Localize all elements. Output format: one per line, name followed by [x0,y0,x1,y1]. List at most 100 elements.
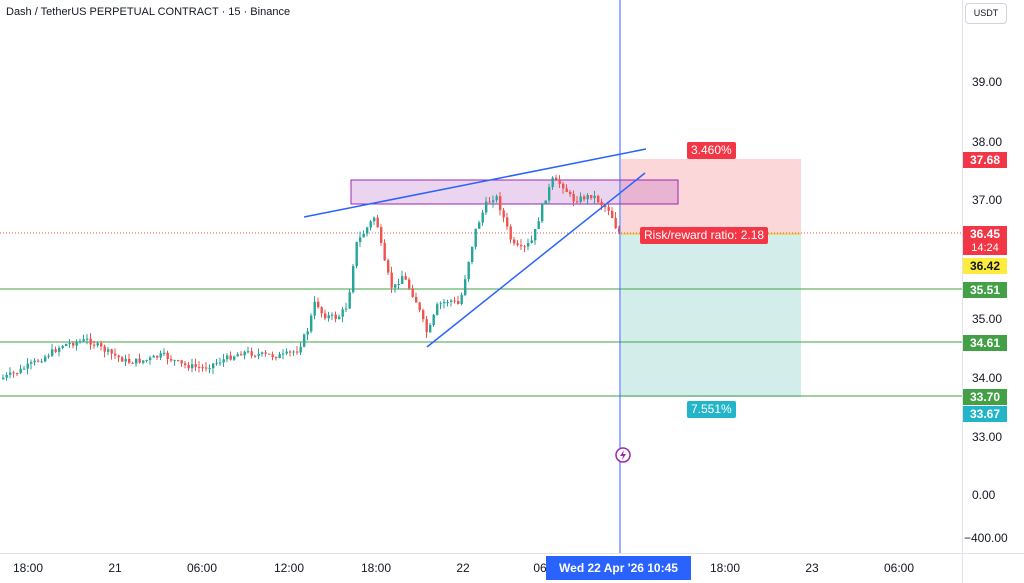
candle-body [65,344,68,346]
supply-zone-rectangle[interactable] [350,179,679,205]
candle-body [236,354,239,357]
scale-corner [962,553,1024,583]
candle-body [436,304,439,315]
candle-body [194,364,197,367]
candle-body [481,212,484,223]
candle-body [425,319,428,333]
candle-body [23,368,26,370]
candle-body [33,360,36,363]
candle-body [30,362,33,364]
candle-body [597,195,600,203]
target-zone[interactable] [621,159,801,233]
candle-body [289,351,292,353]
candle-body [590,194,593,199]
candle-body [474,228,477,247]
candle-body [163,352,166,354]
candle-body [257,353,260,356]
candlestick-series [2,174,621,381]
candle-body [439,303,442,305]
candle-body [177,360,180,362]
candle-body [334,314,337,320]
price-tick: −400.00 [964,531,1008,545]
candle-body [51,349,54,356]
candle-body [299,346,302,353]
candle-body [324,313,327,319]
candle-body [75,342,78,346]
candle-body [460,294,463,305]
candle-body [593,195,596,199]
candle-body [471,246,474,262]
candle-body [541,203,544,222]
candle-body [285,351,288,354]
candle-body [611,210,614,218]
candle-body [569,191,572,195]
candle-body [86,338,89,340]
candle-body [152,355,155,358]
candle-body [187,365,190,369]
candle-body [44,356,47,362]
level-mid-badge: 34.61 [963,335,1007,351]
candle-body [565,188,568,192]
candle-body [583,196,586,200]
candle-body [558,179,561,184]
candle-body [222,359,225,363]
candle-body [376,217,379,228]
time-scale[interactable]: 18:00 21 06:00 12:00 18:00 22 06 18:00 2… [0,553,962,583]
upper-trendline[interactable] [303,148,647,218]
candle-body [527,242,530,247]
candle-body [422,310,425,320]
crosshair-time-label: Wed 22 Apr '26 10:45 [546,556,691,580]
candle-body [142,360,145,363]
candle-body [485,201,488,213]
candle-body [40,361,43,363]
candle-body [369,221,372,228]
candle-body [103,346,106,352]
price-scale[interactable] [962,0,1024,553]
candle-body [110,349,113,354]
currency-button[interactable]: USDT [965,3,1007,24]
candle-body [212,363,215,369]
price-tick: 34.00 [972,371,1003,385]
candle-body [467,261,470,280]
time-tick: 18:00 [360,561,392,575]
candle-body [415,296,418,303]
candle-body [457,301,460,305]
candle-body [604,205,607,208]
candle-body [509,226,512,240]
lower-trendline[interactable] [426,172,646,348]
bar-countdown-badge: 14:24 [963,242,1007,255]
candle-body [149,357,152,361]
symbol-title: Dash / TetherUS PERPETUAL CONTRACT · 15 … [6,6,291,18]
candle-body [58,347,61,352]
candle-body [537,221,540,230]
candle-body [275,356,278,359]
candle-body [502,210,505,218]
candle-body [208,368,211,370]
candle-body [338,316,341,320]
candle-body [576,201,579,203]
time-tick: 06 [533,561,547,575]
candle-body [600,202,603,206]
candle-body [520,245,523,247]
time-tick: 22 [456,561,470,575]
candle-body [68,343,71,345]
candle-body [135,358,138,364]
candle-body [180,360,183,364]
candle-body [271,354,274,357]
alert-lightning-icon[interactable] [615,447,631,463]
candle-body [145,360,148,362]
candle-body [618,228,621,232]
candle-body [513,239,516,244]
candle-body [607,207,610,211]
candle-body [173,360,176,362]
candle-body [198,366,201,368]
candle-body [488,201,491,203]
candle-body [411,288,414,297]
entry-price-badge: 36.42 [963,258,1007,274]
price-tick: 37.00 [972,193,1003,207]
stop-zone[interactable] [621,233,801,397]
candle-body [114,353,117,356]
chart-pane[interactable]: Dash / TetherUS PERPETUAL CONTRACT · 15 … [0,0,962,553]
stop-percent-label: 7.551% [687,401,736,418]
price-chart[interactable] [0,0,962,553]
